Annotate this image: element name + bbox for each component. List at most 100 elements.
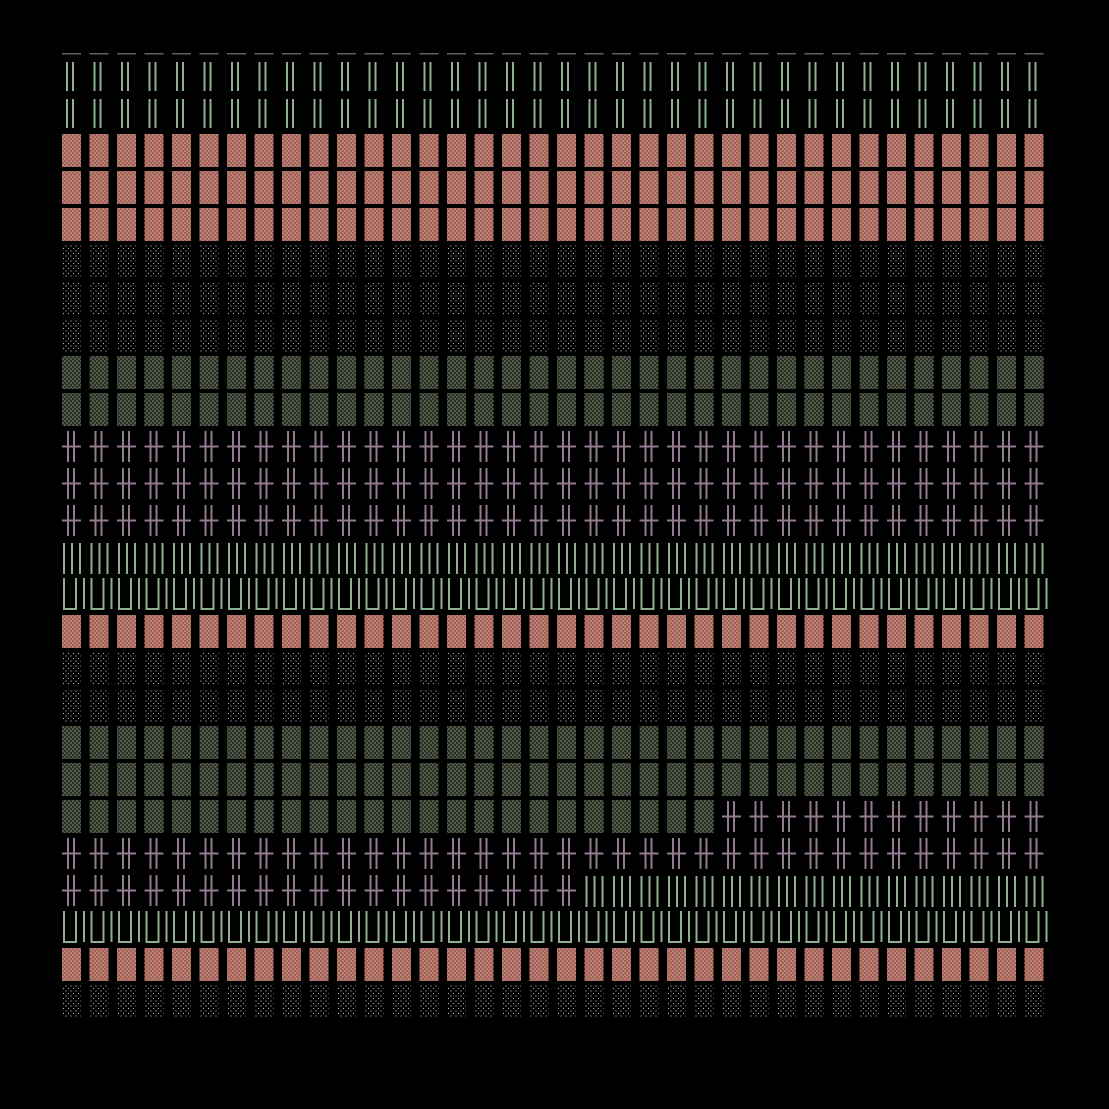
band-row xyxy=(62,726,1044,759)
dotted-cell xyxy=(557,689,576,722)
olive-cell xyxy=(420,356,439,389)
salmon-cell xyxy=(447,208,466,241)
olive-cell xyxy=(420,800,439,833)
metal-u xyxy=(1027,911,1039,942)
dotted-cell xyxy=(997,985,1016,1018)
dotted-cell xyxy=(942,689,961,722)
dotted-cell xyxy=(1025,689,1044,722)
olive-cell xyxy=(255,393,274,426)
salmon-cell xyxy=(310,948,329,981)
olive-cell xyxy=(832,726,851,759)
band-row xyxy=(62,468,1044,499)
dotted-cell xyxy=(420,689,439,722)
metal-u xyxy=(889,578,901,609)
cell-bands xyxy=(62,53,1047,1018)
olive-cell xyxy=(447,726,466,759)
salmon-cell xyxy=(255,615,274,648)
salmon-cell xyxy=(200,134,219,167)
band-row xyxy=(62,505,1044,536)
dotted-cell xyxy=(1025,985,1044,1018)
dotted-cell xyxy=(420,985,439,1018)
dotted-cell xyxy=(722,689,741,722)
band-row xyxy=(62,689,1044,722)
dotted-cell xyxy=(832,245,851,278)
olive-cell xyxy=(117,800,136,833)
dot-row-mark xyxy=(62,53,81,55)
dotted-cell xyxy=(145,985,164,1018)
olive-cell xyxy=(392,763,411,796)
olive-cell xyxy=(227,763,246,796)
dotted-cell xyxy=(475,245,494,278)
band-row xyxy=(67,99,1036,128)
olive-cell xyxy=(997,763,1016,796)
dot-row-mark xyxy=(887,53,906,55)
dotted-cell xyxy=(970,282,989,315)
dotted-cell xyxy=(805,319,824,352)
salmon-cell xyxy=(942,171,961,204)
metal-u xyxy=(724,578,736,609)
dotted-cell xyxy=(502,652,521,685)
dotted-cell xyxy=(750,689,769,722)
metal-u xyxy=(394,578,406,609)
olive-cell xyxy=(365,393,384,426)
salmon-cell xyxy=(392,134,411,167)
olive-cell xyxy=(475,393,494,426)
salmon-cell xyxy=(117,208,136,241)
dotted-cell xyxy=(310,282,329,315)
dotted-cell xyxy=(942,985,961,1018)
dotted-cell xyxy=(337,985,356,1018)
dotted-cell xyxy=(695,319,714,352)
salmon-cell xyxy=(887,948,906,981)
band-row xyxy=(62,319,1044,352)
metal-u xyxy=(834,911,846,942)
olive-cell xyxy=(447,393,466,426)
olive-cell xyxy=(997,393,1016,426)
dotted-cell xyxy=(667,245,686,278)
metal-u xyxy=(229,911,241,942)
dotted-cell xyxy=(392,985,411,1018)
salmon-cell xyxy=(420,948,439,981)
olive-cell xyxy=(557,763,576,796)
dot-row-mark xyxy=(722,53,741,55)
salmon-cell xyxy=(585,134,604,167)
dot-row-mark xyxy=(612,53,631,55)
olive-cell xyxy=(227,726,246,759)
metal-u xyxy=(339,578,351,609)
salmon-cell xyxy=(750,208,769,241)
salmon-cell xyxy=(502,171,521,204)
dot-row-mark xyxy=(117,53,136,55)
salmon-cell xyxy=(722,948,741,981)
salmon-cell xyxy=(365,208,384,241)
dotted-cell xyxy=(227,282,246,315)
salmon-cell xyxy=(915,208,934,241)
salmon-cell xyxy=(200,948,219,981)
salmon-cell xyxy=(475,948,494,981)
metal-u xyxy=(92,911,104,942)
dotted-cell xyxy=(282,689,301,722)
olive-cell xyxy=(365,356,384,389)
salmon-cell xyxy=(502,134,521,167)
salmon-cell xyxy=(200,208,219,241)
dotted-cell xyxy=(942,319,961,352)
dotted-cell xyxy=(695,245,714,278)
salmon-cell xyxy=(420,171,439,204)
metal-u xyxy=(944,578,956,609)
dotted-cell xyxy=(447,689,466,722)
dot-row-mark xyxy=(640,53,659,55)
metal-u xyxy=(119,578,131,609)
olive-cell xyxy=(612,726,631,759)
olive-cell xyxy=(420,393,439,426)
dotted-cell xyxy=(997,652,1016,685)
salmon-cell xyxy=(722,171,741,204)
olive-cell xyxy=(887,356,906,389)
olive-cell xyxy=(612,356,631,389)
salmon-cell xyxy=(997,615,1016,648)
salmon-cell xyxy=(420,615,439,648)
olive-cell xyxy=(282,763,301,796)
olive-cell xyxy=(117,763,136,796)
olive-cell xyxy=(750,726,769,759)
dot-row-mark xyxy=(667,53,686,55)
dotted-cell xyxy=(62,689,81,722)
salmon-cell xyxy=(750,134,769,167)
